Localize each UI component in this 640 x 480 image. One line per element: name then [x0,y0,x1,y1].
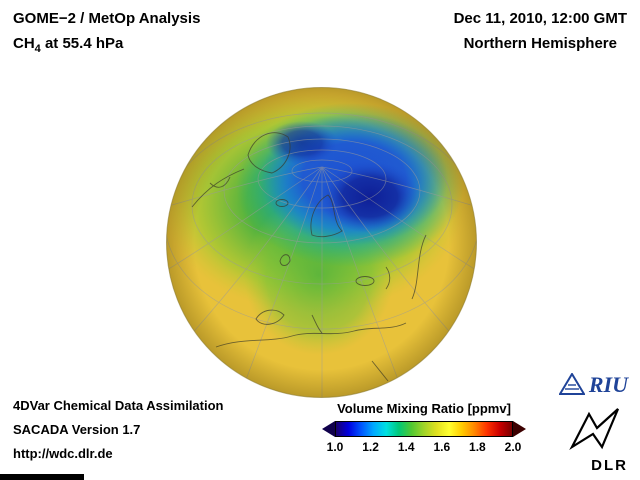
tick-label: 1.6 [433,440,451,454]
species-level-label: CH4 at 55.4 hPa [13,36,200,55]
dlr-text: DLR [591,457,628,474]
dlr-logo: DLR [560,406,630,474]
globe-map [164,85,479,400]
analysis-title: GOME−2 / MetOp Analysis [13,10,201,27]
assimilation-label: 4DVar Chemical Data Assimilation [13,398,224,413]
tick-label: 2.0 [504,440,522,454]
header-right: Dec 11, 2010, 12:00 GMT Northern Hemisph… [454,11,627,51]
tick-label: 1.8 [469,440,486,454]
version-label: SACADA Version 1.7 [13,422,141,437]
colorbar-right-arrow-icon [513,421,526,437]
header-left: GOME−2 / MetOp Analysis CH4 at 55.4 hPa [13,11,200,55]
bottom-black-bar [0,474,84,480]
colorbar-left-arrow-icon [322,421,335,437]
colorbar: Volume Mixing Ratio [ppmv] 1.0 1.2 1.4 1… [322,401,526,454]
globe-limb [166,87,477,398]
riu-triangle-icon [558,373,585,395]
globe-field [166,87,477,398]
colorbar-gradient [335,421,513,437]
tick-label: 1.0 [326,440,344,454]
riu-text: RIU [588,371,628,397]
footer-left: 4DVar Chemical Data Assimilation SACADA … [13,399,224,471]
species-subscript: 4 [34,43,41,55]
date-label: Dec 11, 2010, 12:00 GMT [453,10,627,27]
dlr-emblem-icon [569,408,620,451]
globe-svg [166,87,477,398]
tick-label: 1.2 [362,440,379,454]
url-label: http://wdc.dlr.de [13,446,113,461]
pressure-level: at 55.4 hPa [40,35,124,52]
colorbar-title: Volume Mixing Ratio [ppmv] [337,401,511,416]
hemisphere-label: Northern Hemisphere [463,35,617,52]
riu-logo: RIU [558,371,628,397]
colorbar-bar [322,421,526,437]
tick-label: 1.4 [397,440,415,454]
colorbar-ticks: 1.0 1.2 1.4 1.6 1.8 2.0 [327,440,522,454]
species-symbol: CH [13,35,35,52]
